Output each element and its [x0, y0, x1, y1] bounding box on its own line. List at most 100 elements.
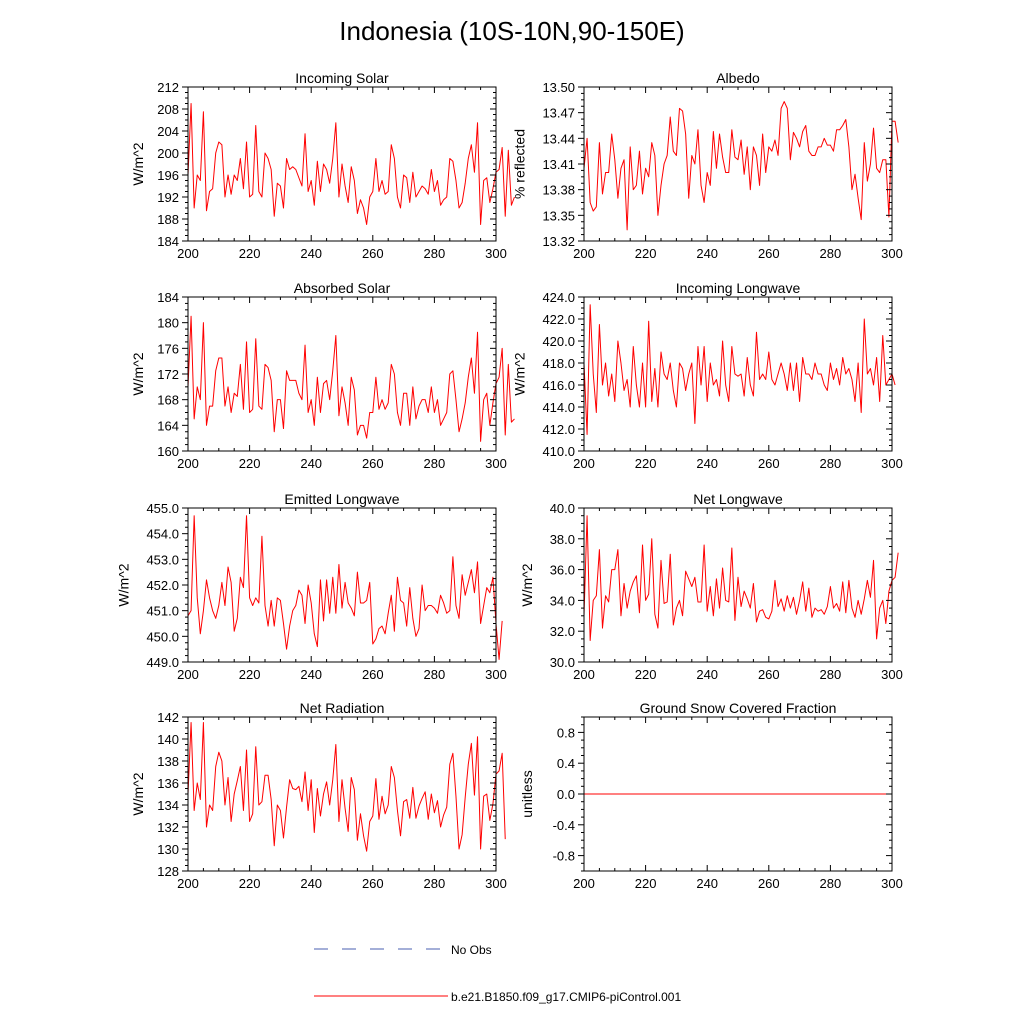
series-line [583, 304, 896, 435]
y-tick-label: 13.32 [542, 234, 575, 249]
x-tick-label: 240 [300, 667, 322, 682]
chart-panels: 200 220 240 260 280 300 184 188 192 196 200 204 208 2… [116, 70, 903, 891]
y-axis-label: W/m^2 [130, 142, 146, 185]
x-tick-label: 300 [485, 876, 507, 891]
x-tick-label: 240 [300, 456, 322, 471]
x-tick-label: 260 [362, 876, 384, 891]
y-tick-label: 0.0 [557, 787, 575, 802]
plot-frame [187, 507, 497, 663]
x-tick-label: 260 [758, 667, 780, 682]
x-tick-label: 300 [881, 667, 903, 682]
y-tick-label: 32.0 [550, 624, 575, 639]
y-tick-label: 416.0 [542, 378, 575, 393]
y-tick-label: 453.0 [146, 552, 179, 567]
y-axis-label: W/m^2 [116, 563, 132, 606]
x-tick-label: 240 [696, 246, 718, 261]
x-tick-label: 200 [177, 667, 199, 682]
x-tick-label: 240 [300, 876, 322, 891]
x-tick-label: 260 [362, 667, 384, 682]
y-tick-label: 424.0 [542, 290, 575, 305]
y-tick-label: 455.0 [146, 501, 179, 516]
y-tick-label: 420.0 [542, 334, 575, 349]
chart-panel: 200 220 240 260 280 300 13.32 13.35 13.38 13.41 13… [512, 70, 903, 261]
x-tick-label: 280 [424, 876, 446, 891]
series-line [187, 515, 503, 660]
x-tick-label: 280 [424, 667, 446, 682]
x-tick-label: 260 [758, 246, 780, 261]
y-tick-label: 13.38 [542, 183, 575, 198]
x-tick-label: 280 [820, 667, 842, 682]
y-tick-label: 196 [157, 168, 179, 183]
y-tick-label: 422.0 [542, 312, 575, 327]
y-tick-label: 38.0 [550, 532, 575, 547]
panel-title: Incoming Solar [295, 70, 389, 86]
panel-title: Net Longwave [693, 491, 783, 507]
y-tick-label: 184 [157, 290, 179, 305]
legend-no-obs-label: No Obs [451, 943, 492, 957]
x-tick-label: 280 [820, 876, 842, 891]
x-tick-label: 200 [573, 667, 595, 682]
x-tick-label: 220 [635, 456, 657, 471]
plot-frame [583, 86, 893, 242]
legend: No Obs b.e21.B1850.f09_g17.CMIP6-piContr… [314, 943, 681, 1004]
panel-title: Albedo [716, 70, 760, 86]
y-tick-label: 451.0 [146, 604, 179, 619]
y-tick-label: -0.8 [553, 849, 575, 864]
x-tick-label: 280 [820, 246, 842, 261]
x-tick-label: 220 [635, 876, 657, 891]
y-tick-label: 34.0 [550, 593, 575, 608]
x-tick-label: 220 [239, 456, 261, 471]
x-tick-label: 260 [758, 456, 780, 471]
x-tick-label: 240 [696, 876, 718, 891]
y-tick-label: 449.0 [146, 655, 179, 670]
series-line [583, 515, 899, 641]
x-tick-label: 300 [485, 246, 507, 261]
y-tick-label: 130 [157, 842, 179, 857]
y-tick-label: 176 [157, 341, 179, 356]
panel-title: Absorbed Solar [294, 280, 391, 296]
legend-model-label: b.e21.B1850.f09_g17.CMIP6-piControl.001 [451, 990, 681, 1004]
y-axis-label: W/m^2 [130, 352, 146, 395]
y-axis-label: W/m^2 [512, 352, 528, 395]
x-tick-label: 280 [820, 456, 842, 471]
y-tick-label: 13.50 [542, 80, 575, 95]
y-tick-label: 410.0 [542, 444, 575, 459]
series-line [187, 103, 515, 225]
y-tick-label: 168 [157, 393, 179, 408]
y-tick-label: 13.47 [542, 106, 575, 121]
x-tick-label: 220 [239, 876, 261, 891]
y-tick-label: 184 [157, 234, 179, 249]
y-tick-label: 450.0 [146, 629, 179, 644]
x-tick-label: 300 [881, 246, 903, 261]
x-tick-label: 300 [881, 876, 903, 891]
y-axis-label: % reflected [512, 129, 528, 199]
x-tick-label: 300 [881, 456, 903, 471]
chart-panel: 200 220 240 260 280 300 410.0 412.0 414.0 416.0 41… [512, 280, 903, 471]
chart-panel: 200 220 240 260 280 300 30.0 32.0 34.0 36.0 38.0 40… [519, 491, 903, 682]
chart-panel: 200 220 240 260 280 300 184 188 192 196 200 204 208 2… [130, 70, 515, 261]
series-line [583, 101, 899, 231]
x-tick-label: 240 [300, 246, 322, 261]
x-tick-label: 280 [424, 246, 446, 261]
y-tick-label: 208 [157, 102, 179, 117]
panel-title: Ground Snow Covered Fraction [640, 700, 837, 716]
figure-title: Indonesia (10S-10N,90-150E) [339, 16, 684, 46]
x-tick-label: 260 [362, 456, 384, 471]
x-tick-label: 220 [635, 246, 657, 261]
y-tick-label: 134 [157, 798, 179, 813]
y-tick-label: 13.35 [542, 208, 575, 223]
x-tick-label: 200 [573, 246, 595, 261]
x-tick-label: 260 [362, 246, 384, 261]
y-tick-label: 452.0 [146, 578, 179, 593]
y-tick-label: 132 [157, 820, 179, 835]
y-tick-label: 142 [157, 710, 179, 725]
y-tick-label: 172 [157, 367, 179, 382]
chart-panel: 200 220 240 260 280 300 128 130 132 134 136 138 140 1… [130, 700, 507, 891]
chart-panel: 200 220 240 260 280 300 -0.8 -0.4 0.0 0.4 0.8 Groun… [519, 700, 903, 891]
y-tick-label: 192 [157, 190, 179, 205]
x-tick-label: 280 [424, 456, 446, 471]
y-tick-label: 164 [157, 418, 179, 433]
x-tick-label: 200 [177, 876, 199, 891]
x-tick-label: 240 [696, 667, 718, 682]
